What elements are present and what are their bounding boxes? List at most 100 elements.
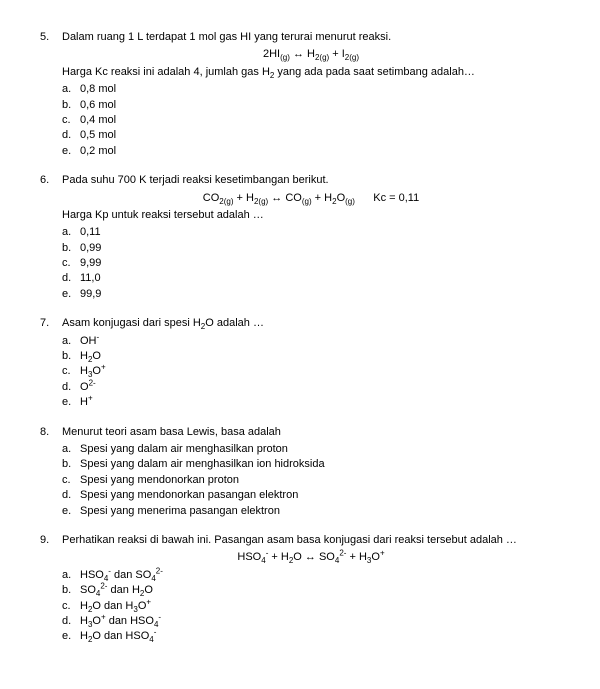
question-body: Perhatikan reaksi di bawah ini. Pasangan… [62, 533, 560, 645]
question-number: 7. [40, 316, 62, 410]
option: d.H3O+ dan HSO4- [62, 614, 560, 629]
question-stem: Dalam ruang 1 L terdapat 1 mol gas HI ya… [62, 30, 560, 45]
option-text: 0,4 mol [80, 113, 116, 128]
question-number: 8. [40, 425, 62, 519]
option: b.Spesi yang dalam air menghasilkan ion … [62, 457, 560, 472]
question-wrap: 8.Menurut teori asam basa Lewis, basa ad… [40, 425, 560, 519]
option-label: d. [62, 128, 80, 143]
question-body: Asam konjugasi dari spesi H2O adalah … a.… [62, 316, 560, 410]
option-text: H3O+ dan HSO4- [80, 614, 161, 629]
question-wrap: 6.Pada suhu 700 K terjadi reaksi kesetim… [40, 173, 560, 302]
option: c.9,99 [62, 256, 560, 271]
equation: CO2(g) + H2(g) ↔ CO(g) + H2O(g) Kc = 0,1… [62, 191, 560, 206]
question-stem: Asam konjugasi dari spesi H2O adalah … [62, 316, 560, 331]
options: a.0,8 molb.0,6 molc.0,4 mold.0,5 mole.0,… [62, 82, 560, 159]
option-text: Spesi yang mendonorkan proton [80, 473, 239, 488]
option: e.H+ [62, 395, 560, 410]
option-text: Spesi yang menerima pasangan elektron [80, 504, 280, 519]
option-label: e. [62, 395, 80, 410]
question-stem: Perhatikan reaksi di bawah ini. Pasangan… [62, 533, 560, 548]
option-text: 99,9 [80, 287, 101, 302]
option-text: 0,5 mol [80, 128, 116, 143]
option-text: OH- [80, 334, 99, 349]
option-label: a. [62, 442, 80, 457]
option-label: b. [62, 241, 80, 256]
option-label: e. [62, 144, 80, 159]
question-body: Pada suhu 700 K terjadi reaksi kesetimba… [62, 173, 560, 302]
option: d.Spesi yang mendonorkan pasangan elektr… [62, 488, 560, 503]
question: 7.Asam konjugasi dari spesi H2O adalah …… [40, 316, 560, 410]
option-label: d. [62, 380, 80, 395]
option-label: e. [62, 504, 80, 519]
option-text: 11,0 [80, 271, 101, 286]
option-text: SO42- dan H2O [80, 583, 153, 598]
option-label: c. [62, 473, 80, 488]
option: b.0,99 [62, 241, 560, 256]
option-label: c. [62, 364, 80, 379]
question-number: 6. [40, 173, 62, 302]
question-wrap: 7.Asam konjugasi dari spesi H2O adalah …… [40, 316, 560, 410]
option: a.0,11 [62, 225, 560, 240]
option-label: a. [62, 225, 80, 240]
option: e.Spesi yang menerima pasangan elektron [62, 504, 560, 519]
equation: HSO4- + H2O ↔ SO42- + H3O+ [62, 550, 560, 565]
option: c.H3O+ [62, 364, 560, 379]
option: e.99,9 [62, 287, 560, 302]
equation: 2HI(g) ↔ H2(g) + I2(g) [62, 47, 560, 62]
option-label: b. [62, 98, 80, 113]
option-label: e. [62, 287, 80, 302]
option-text: Spesi yang mendonorkan pasangan elektron [80, 488, 298, 503]
option: a.OH- [62, 334, 560, 349]
option: a.HSO4- dan SO42- [62, 568, 560, 583]
option: c.0,4 mol [62, 113, 560, 128]
option: c.Spesi yang mendonorkan proton [62, 473, 560, 488]
option-text: H2O dan H3O+ [80, 599, 151, 614]
option-label: a. [62, 334, 80, 349]
option-text: 9,99 [80, 256, 101, 271]
option-text: 0,8 mol [80, 82, 116, 97]
option-text: 0,11 [80, 225, 101, 240]
option-label: b. [62, 349, 80, 364]
question: 9.Perhatikan reaksi di bawah ini. Pasang… [40, 533, 560, 645]
option: b.0,6 mol [62, 98, 560, 113]
options: a.0,11b.0,99c.9,99d.11,0e.99,9 [62, 225, 560, 302]
option: e.H2O dan HSO4- [62, 629, 560, 644]
option-label: b. [62, 457, 80, 472]
question: 8.Menurut teori asam basa Lewis, basa ad… [40, 425, 560, 519]
option-text: 0,2 mol [80, 144, 116, 159]
options: a.OH-b.H2Oc.H3O+d.O2-e.H+ [62, 334, 560, 411]
option-text: 0,99 [80, 241, 101, 256]
option: e.0,2 mol [62, 144, 560, 159]
option-text: H2O dan HSO4- [80, 629, 156, 644]
option: a.0,8 mol [62, 82, 560, 97]
option-text: Spesi yang dalam air menghasilkan ion hi… [80, 457, 325, 472]
question-stem: Pada suhu 700 K terjadi reaksi kesetimba… [62, 173, 560, 188]
option-text: 0,6 mol [80, 98, 116, 113]
option: a.Spesi yang dalam air menghasilkan prot… [62, 442, 560, 457]
question-stem-2: Harga Kp untuk reaksi tersebut adalah … [62, 208, 560, 223]
option-label: d. [62, 614, 80, 629]
option-label: b. [62, 583, 80, 598]
option-label: c. [62, 113, 80, 128]
question-body: Dalam ruang 1 L terdapat 1 mol gas HI ya… [62, 30, 560, 159]
question-stem: Menurut teori asam basa Lewis, basa adal… [62, 425, 560, 440]
option: d.11,0 [62, 271, 560, 286]
option: d.O2- [62, 380, 560, 395]
option: c.H2O dan H3O+ [62, 599, 560, 614]
option-label: e. [62, 629, 80, 644]
option-label: a. [62, 82, 80, 97]
option: b.H2O [62, 349, 560, 364]
question: 6.Pada suhu 700 K terjadi reaksi kesetim… [40, 173, 560, 302]
option-label: a. [62, 568, 80, 583]
option-text: Spesi yang dalam air menghasilkan proton [80, 442, 288, 457]
option-label: c. [62, 256, 80, 271]
option-label: c. [62, 599, 80, 614]
option-label: d. [62, 488, 80, 503]
option-text: H2O [80, 349, 101, 364]
question-number: 9. [40, 533, 62, 645]
option: d.0,5 mol [62, 128, 560, 143]
option: b.SO42- dan H2O [62, 583, 560, 598]
question-number: 5. [40, 30, 62, 159]
question-wrap: 9.Perhatikan reaksi di bawah ini. Pasang… [40, 533, 560, 645]
options: a.HSO4- dan SO42-b.SO42- dan H2Oc.H2O da… [62, 568, 560, 645]
